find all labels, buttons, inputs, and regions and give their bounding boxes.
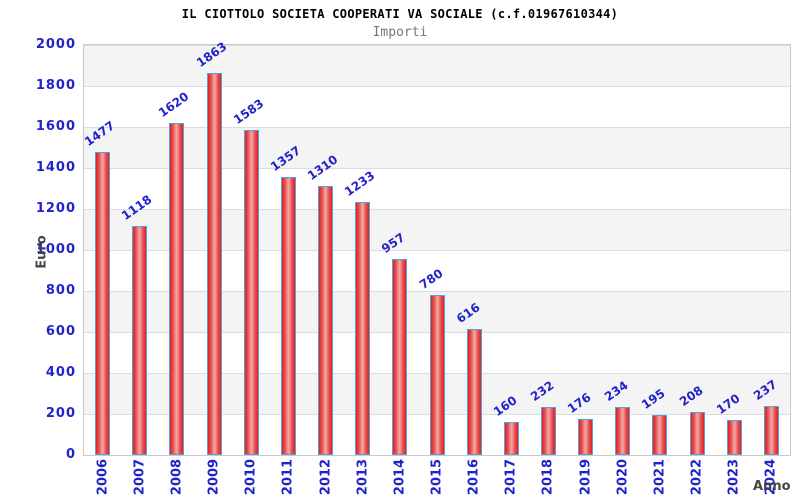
y-tick-800: 800 xyxy=(45,283,76,298)
bar-2018 xyxy=(540,407,556,455)
y-tick-1200: 1200 xyxy=(35,201,76,216)
bar-2010 xyxy=(243,130,259,455)
x-tick-2009: 2009 xyxy=(206,458,222,496)
bar-2019 xyxy=(578,418,594,455)
x-axis-title: Anno xyxy=(753,479,791,494)
y-tick-2000: 2000 xyxy=(35,37,76,52)
chart-subtitle: Importi xyxy=(372,25,428,40)
y-tick-0: 0 xyxy=(65,447,76,462)
bar-2022 xyxy=(689,412,705,455)
x-tick-2018: 2018 xyxy=(540,458,556,496)
bar-2021 xyxy=(652,415,668,455)
y-tick-400: 400 xyxy=(45,365,76,380)
x-tick-2010: 2010 xyxy=(243,458,259,496)
bar-2013 xyxy=(355,202,371,455)
bar-2020 xyxy=(615,407,631,455)
bar-2012 xyxy=(318,186,334,455)
y-tick-1000: 1000 xyxy=(35,242,76,257)
y-tick-600: 600 xyxy=(45,324,76,339)
y-tick-1800: 1800 xyxy=(35,78,76,93)
bar-2017 xyxy=(503,422,519,455)
bar-2014 xyxy=(392,258,408,455)
x-tick-2019: 2019 xyxy=(578,458,594,496)
bar-2015 xyxy=(429,295,445,455)
x-tick-2007: 2007 xyxy=(132,458,148,496)
x-tick-2011: 2011 xyxy=(280,458,296,496)
bar-2024 xyxy=(763,406,779,455)
x-tick-2014: 2014 xyxy=(392,458,408,496)
x-tick-2012: 2012 xyxy=(318,458,334,496)
bar-2023 xyxy=(726,420,742,455)
bar-2006 xyxy=(95,152,111,455)
x-tick-2017: 2017 xyxy=(503,458,519,496)
bar-2007 xyxy=(132,225,148,455)
x-tick-2006: 2006 xyxy=(95,458,111,496)
x-tick-2020: 2020 xyxy=(615,458,631,496)
x-tick-2013: 2013 xyxy=(355,458,371,496)
bar-2008 xyxy=(169,122,185,455)
y-axis-title: Euro xyxy=(34,235,50,269)
x-tick-2015: 2015 xyxy=(429,458,445,496)
bar-2016 xyxy=(466,328,482,455)
x-tick-2016: 2016 xyxy=(466,458,482,496)
bar-2011 xyxy=(280,176,296,455)
x-tick-2021: 2021 xyxy=(652,458,668,496)
y-tick-200: 200 xyxy=(45,406,76,421)
y-tick-1600: 1600 xyxy=(35,119,76,134)
x-tick-2008: 2008 xyxy=(169,458,185,496)
x-tick-2023: 2023 xyxy=(726,458,742,496)
bar-2009 xyxy=(206,73,222,455)
y-tick-1400: 1400 xyxy=(35,160,76,175)
chart-title: IL CIOTTOLO SOCIETA COOPERATI VA SOCIALE… xyxy=(181,7,619,21)
x-tick-2022: 2022 xyxy=(689,458,705,496)
